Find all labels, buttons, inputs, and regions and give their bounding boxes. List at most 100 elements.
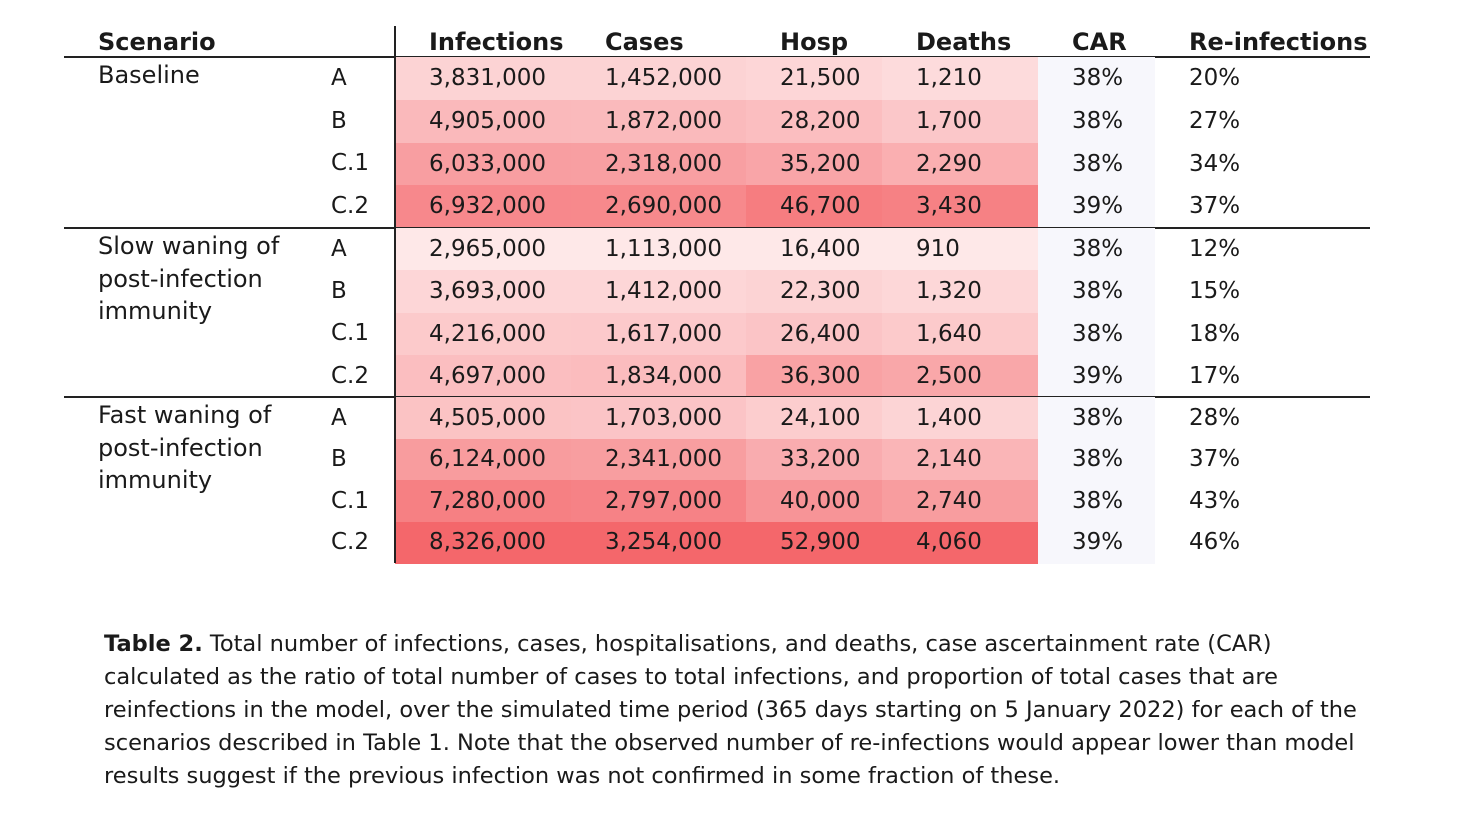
car-cell: 38% [1038, 439, 1155, 481]
scenario-variant: C.1 [331, 320, 370, 347]
reinfections-cell: 12% [1189, 235, 1241, 262]
reinfections-cell: 18% [1189, 320, 1241, 347]
hosp-cell: 40,000 [746, 480, 882, 523]
header-cases: Cases [605, 27, 684, 56]
hosp-cell: 52,900 [746, 522, 882, 564]
cases-cell: 2,318,000 [571, 142, 746, 186]
infections-cell: 4,216,000 [395, 312, 571, 356]
reinfections-cell: 37% [1189, 193, 1241, 220]
infections-cell: 4,505,000 [395, 397, 571, 440]
scenario-name: immunity [98, 466, 213, 494]
infections-cell: 2,965,000 [395, 228, 571, 271]
car-cell: 38% [1038, 397, 1155, 440]
scenario-variant: C.2 [331, 362, 370, 389]
reinfections-cell: 34% [1189, 150, 1241, 177]
car-cell: 38% [1038, 228, 1155, 271]
car-cell: 38% [1038, 142, 1155, 186]
car-cell: 39% [1038, 355, 1155, 398]
column-divider [394, 26, 396, 563]
reinfections-cell: 20% [1189, 65, 1241, 92]
deaths-cell: 2,500 [882, 355, 1038, 398]
car-cell: 38% [1038, 312, 1155, 356]
hosp-cell: 22,300 [746, 270, 882, 313]
header-hosp: Hosp [780, 27, 849, 56]
cases-cell: 2,690,000 [571, 185, 746, 229]
hosp-cell: 33,200 [746, 439, 882, 481]
reinfections-cell: 46% [1189, 529, 1241, 556]
cases-cell: 2,341,000 [571, 439, 746, 481]
infections-cell: 3,831,000 [395, 57, 571, 101]
scenario-name: post-infection [98, 433, 263, 462]
scenario-variant: A [331, 404, 347, 431]
deaths-cell: 1,640 [882, 312, 1038, 356]
hosp-cell: 24,100 [746, 397, 882, 440]
header-car: CAR [1072, 27, 1127, 56]
car-cell: 39% [1038, 185, 1155, 229]
group-divider [64, 227, 1370, 229]
cases-cell: 1,452,000 [571, 57, 746, 101]
header-scenario: Scenario [98, 27, 216, 56]
car-cell: 39% [1038, 522, 1155, 564]
deaths-cell: 1,700 [882, 100, 1038, 143]
cases-cell: 3,254,000 [571, 522, 746, 564]
cases-cell: 1,412,000 [571, 270, 746, 313]
cases-cell: 1,113,000 [571, 228, 746, 271]
deaths-cell: 3,430 [882, 185, 1038, 229]
infections-cell: 3,693,000 [395, 270, 571, 313]
infections-cell: 6,033,000 [395, 142, 571, 186]
caption-text: Total number of infections, cases, hospi… [104, 631, 1357, 789]
reinfections-cell: 17% [1189, 362, 1241, 389]
deaths-cell: 2,290 [882, 142, 1038, 186]
cases-cell: 1,617,000 [571, 312, 746, 356]
caption-label: Table 2. [104, 631, 203, 657]
scenario-variant: B [331, 277, 347, 304]
scenario-variant: A [331, 65, 347, 91]
cases-cell: 1,834,000 [571, 355, 746, 398]
infections-cell: 4,697,000 [395, 355, 571, 398]
car-cell: 38% [1038, 57, 1155, 101]
infections-cell: 8,326,000 [395, 522, 571, 564]
cases-cell: 1,872,000 [571, 100, 746, 143]
deaths-cell: 1,400 [882, 397, 1038, 440]
car-cell: 38% [1038, 270, 1155, 313]
infections-cell: 7,280,000 [395, 480, 571, 523]
deaths-cell: 1,210 [882, 57, 1038, 101]
hosp-cell: 36,300 [746, 355, 882, 398]
car-cell: 38% [1038, 480, 1155, 523]
scenario-variant: C.1 [331, 487, 370, 514]
infections-cell: 4,905,000 [395, 100, 571, 143]
reinfections-cell: 27% [1189, 108, 1241, 134]
header-infections: Infections [429, 27, 564, 56]
hosp-cell: 28,200 [746, 100, 882, 143]
scenario-name: Baseline [98, 61, 200, 89]
deaths-cell: 910 [882, 228, 1038, 271]
hosp-cell: 35,200 [746, 142, 882, 186]
deaths-cell: 1,320 [882, 270, 1038, 313]
scenario-name: Slow waning of [98, 232, 280, 260]
deaths-cell: 2,740 [882, 480, 1038, 523]
scenario-name: post-infection [98, 264, 263, 293]
hosp-cell: 21,500 [746, 57, 882, 101]
scenario-name: immunity [98, 297, 213, 325]
infections-cell: 6,124,000 [395, 439, 571, 481]
table-caption: Table 2. Total number of infections, cas… [104, 628, 1364, 793]
scenario-variant: C.2 [331, 193, 370, 219]
header-reinfections: Re-infections [1189, 27, 1368, 56]
hosp-cell: 46,700 [746, 185, 882, 229]
reinfections-cell: 28% [1189, 404, 1241, 431]
header-deaths: Deaths [916, 27, 1012, 56]
scenario-variant: B [331, 446, 347, 472]
hosp-cell: 26,400 [746, 312, 882, 356]
reinfections-cell: 43% [1189, 487, 1241, 514]
group-divider [64, 396, 1370, 398]
hosp-cell: 16,400 [746, 228, 882, 271]
deaths-cell: 4,060 [882, 522, 1038, 564]
scenario-variant: C.1 [331, 150, 370, 177]
deaths-cell: 2,140 [882, 439, 1038, 481]
group-divider [64, 56, 1370, 58]
infections-cell: 6,932,000 [395, 185, 571, 229]
cases-cell: 2,797,000 [571, 480, 746, 523]
reinfections-cell: 37% [1189, 446, 1241, 473]
scenario-variant: A [331, 235, 347, 262]
